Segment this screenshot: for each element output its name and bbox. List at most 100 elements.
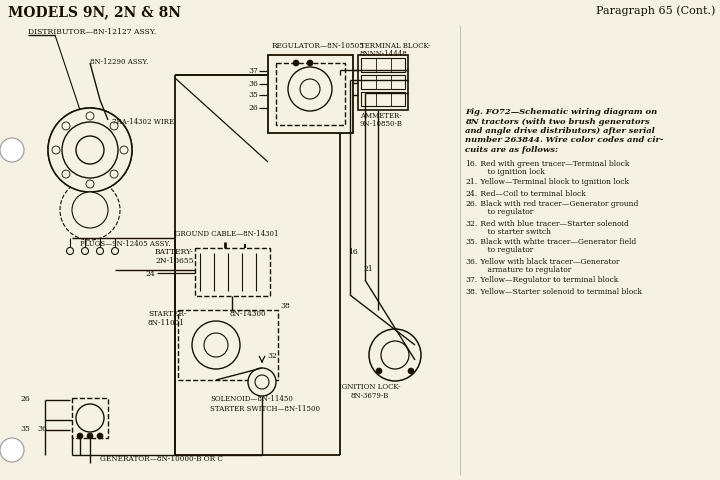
Text: 7RA-14302 WIRE: 7RA-14302 WIRE bbox=[112, 118, 174, 126]
Circle shape bbox=[97, 433, 103, 439]
Text: 8NNN-14448: 8NNN-14448 bbox=[360, 50, 408, 58]
Text: 2N-10655: 2N-10655 bbox=[155, 257, 194, 265]
Text: STARTER-: STARTER- bbox=[148, 310, 186, 318]
Text: 8N-3679-B: 8N-3679-B bbox=[351, 392, 389, 400]
Circle shape bbox=[52, 146, 60, 154]
Circle shape bbox=[300, 79, 320, 99]
Text: Black with red tracer—Generator ground: Black with red tracer—Generator ground bbox=[478, 201, 639, 208]
Circle shape bbox=[0, 138, 24, 162]
Text: PLUGS—9N-12405 ASSY.: PLUGS—9N-12405 ASSY. bbox=[80, 240, 171, 248]
Text: 35: 35 bbox=[248, 91, 258, 99]
Text: to regulator: to regulator bbox=[478, 208, 534, 216]
Text: Yellow—Regulator to terminal block: Yellow—Regulator to terminal block bbox=[478, 276, 618, 285]
Circle shape bbox=[110, 170, 118, 178]
Bar bbox=[268, 55, 353, 133]
Text: 16.: 16. bbox=[465, 159, 477, 168]
Text: STARTER SWITCH—8N-11500: STARTER SWITCH—8N-11500 bbox=[210, 405, 320, 413]
Text: 37.: 37. bbox=[465, 276, 477, 285]
Circle shape bbox=[376, 368, 382, 374]
Circle shape bbox=[48, 108, 132, 192]
Text: 26: 26 bbox=[248, 104, 258, 112]
Circle shape bbox=[288, 67, 332, 111]
Circle shape bbox=[192, 321, 240, 369]
Circle shape bbox=[72, 192, 108, 228]
Text: 21.: 21. bbox=[465, 179, 477, 187]
Text: 26: 26 bbox=[20, 395, 30, 403]
Text: Yellow—Terminal block to ignition lock: Yellow—Terminal block to ignition lock bbox=[478, 179, 629, 187]
Text: TERMINAL BLOCK-: TERMINAL BLOCK- bbox=[360, 42, 431, 50]
Text: Paragraph 65 (Cont.): Paragraph 65 (Cont.) bbox=[595, 5, 715, 15]
Text: 21: 21 bbox=[363, 265, 373, 273]
Circle shape bbox=[62, 170, 70, 178]
Text: Red with green tracer—Terminal block: Red with green tracer—Terminal block bbox=[478, 159, 629, 168]
Text: Red with blue tracer—Starter solenoid: Red with blue tracer—Starter solenoid bbox=[478, 219, 629, 228]
Text: Yellow—Starter solenoid to terminal block: Yellow—Starter solenoid to terminal bloc… bbox=[478, 288, 642, 296]
Text: GROUND CABLE—8N-14301: GROUND CABLE—8N-14301 bbox=[175, 230, 279, 238]
Circle shape bbox=[255, 375, 269, 389]
Circle shape bbox=[81, 248, 89, 254]
Text: 35.: 35. bbox=[465, 239, 477, 247]
Circle shape bbox=[248, 368, 276, 396]
Circle shape bbox=[204, 333, 228, 357]
Text: BATTERY-: BATTERY- bbox=[155, 248, 194, 256]
Text: 26.: 26. bbox=[465, 201, 477, 208]
Text: 38.: 38. bbox=[465, 288, 477, 296]
Circle shape bbox=[381, 341, 409, 369]
Circle shape bbox=[48, 108, 132, 192]
Circle shape bbox=[369, 329, 421, 381]
Circle shape bbox=[110, 122, 118, 130]
Circle shape bbox=[86, 180, 94, 188]
Text: 32.: 32. bbox=[465, 219, 477, 228]
Text: AMMETER-: AMMETER- bbox=[360, 112, 402, 120]
Circle shape bbox=[120, 146, 128, 154]
Text: 8N-14300: 8N-14300 bbox=[230, 310, 266, 318]
Circle shape bbox=[87, 433, 93, 439]
Text: 16: 16 bbox=[348, 248, 358, 256]
Text: 9N-10850-B: 9N-10850-B bbox=[360, 120, 403, 128]
Circle shape bbox=[293, 60, 299, 66]
Circle shape bbox=[112, 248, 119, 254]
Text: Black with white tracer—Generator field: Black with white tracer—Generator field bbox=[478, 239, 636, 247]
Circle shape bbox=[307, 60, 313, 66]
Circle shape bbox=[66, 248, 73, 254]
Text: REGULATOR—8N-10505: REGULATOR—8N-10505 bbox=[272, 42, 365, 50]
Text: 8N tractors (with two brush generators: 8N tractors (with two brush generators bbox=[465, 118, 649, 125]
Circle shape bbox=[77, 433, 83, 439]
Bar bbox=[361, 75, 405, 89]
Bar bbox=[276, 63, 345, 125]
Text: DISTRIBUTOR—8N-12127 ASSY.: DISTRIBUTOR—8N-12127 ASSY. bbox=[28, 28, 156, 36]
Circle shape bbox=[62, 122, 70, 130]
Bar bbox=[178, 310, 278, 380]
Text: 36: 36 bbox=[248, 80, 258, 88]
Bar bbox=[361, 92, 405, 106]
Circle shape bbox=[408, 368, 414, 374]
Text: 38: 38 bbox=[280, 302, 290, 310]
Text: number 263844. Wire color codes and cir-: number 263844. Wire color codes and cir- bbox=[465, 136, 663, 144]
Text: to ignition lock: to ignition lock bbox=[478, 168, 545, 176]
Circle shape bbox=[76, 404, 104, 432]
Text: 36.: 36. bbox=[465, 257, 477, 265]
Text: 37: 37 bbox=[248, 67, 258, 75]
Text: 8N-12290 ASSY.: 8N-12290 ASSY. bbox=[90, 58, 148, 66]
Text: 36: 36 bbox=[37, 425, 47, 433]
Text: 35: 35 bbox=[20, 425, 30, 433]
Text: GENERATOR—8N-10000-B OR C: GENERATOR—8N-10000-B OR C bbox=[100, 455, 223, 463]
Circle shape bbox=[76, 136, 104, 164]
Circle shape bbox=[60, 180, 120, 240]
Text: MODELS 9N, 2N & 8N: MODELS 9N, 2N & 8N bbox=[8, 5, 181, 19]
Text: 8N-11001: 8N-11001 bbox=[148, 319, 185, 327]
Circle shape bbox=[62, 122, 118, 178]
Text: Red—Coil to terminal block: Red—Coil to terminal block bbox=[478, 190, 586, 197]
Text: to regulator: to regulator bbox=[478, 247, 534, 254]
Text: and angle drive distributors) after serial: and angle drive distributors) after seri… bbox=[465, 127, 654, 135]
Circle shape bbox=[96, 248, 104, 254]
Text: 32: 32 bbox=[267, 352, 277, 360]
Text: to starter switch: to starter switch bbox=[478, 228, 551, 236]
Text: SOLENOID—8N-11450: SOLENOID—8N-11450 bbox=[210, 395, 293, 403]
Bar bbox=[358, 55, 408, 110]
Text: 24.: 24. bbox=[465, 190, 477, 197]
Bar bbox=[72, 398, 108, 438]
Text: cuits are as follows:: cuits are as follows: bbox=[465, 146, 558, 154]
Text: IGNITION LOCK-: IGNITION LOCK- bbox=[339, 383, 401, 391]
Circle shape bbox=[86, 112, 94, 120]
